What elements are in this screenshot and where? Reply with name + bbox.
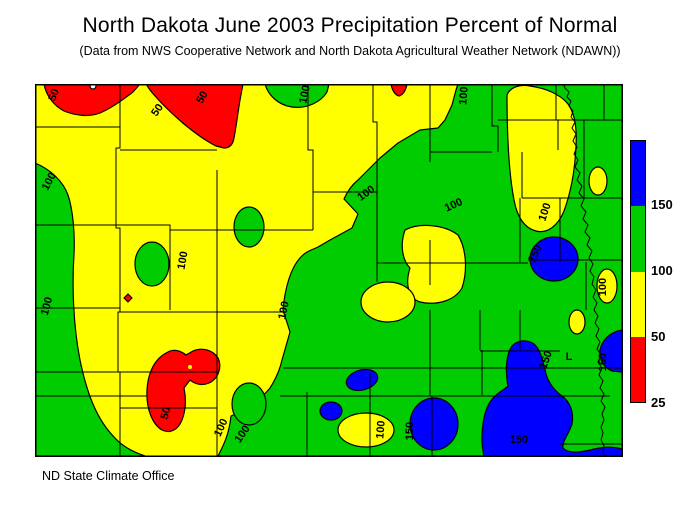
legend-colorbar [630, 140, 646, 403]
map-fill-blue-south-central [409, 397, 459, 451]
map-subtitle: (Data from NWS Cooperative Network and N… [79, 44, 621, 58]
map-title: North Dakota June 2003 Precipitation Per… [82, 14, 618, 37]
map-fill-red-northwest [43, 83, 141, 117]
map-fill-blue-east-edge [599, 329, 623, 373]
contour-label-50: 50 [194, 89, 211, 106]
map-fill-yellow-oval-ne [588, 166, 608, 196]
map-fill-green-oval-west [134, 241, 170, 287]
legend-swatch-red [631, 336, 645, 402]
contour-label-150: 150 [597, 353, 609, 371]
contour-label-100: 100 [297, 84, 313, 104]
map-fill-red-spike [390, 83, 408, 97]
legend-label-150: 150 [651, 197, 673, 212]
contour-label-150: 150 [404, 422, 416, 440]
contour-label-100: 100 [276, 300, 292, 320]
contour-label-50: 50 [149, 102, 166, 119]
contour-label-50: 50 [46, 87, 61, 103]
map-fill-yellow-blob-south [337, 412, 395, 448]
map-fill-yellow-oval-east [596, 268, 618, 304]
contour-label-100: 100 [457, 86, 471, 105]
low-marker-label: L [566, 351, 573, 363]
legend-label-25: 25 [651, 395, 666, 410]
credit-text: ND State Climate Office [42, 469, 175, 483]
contour-label-150: 150 [537, 349, 555, 370]
map-fill-yellow-spot-east [568, 309, 586, 335]
map-fill-green-oval-south [231, 382, 267, 426]
map-fill-yellow-island-center2 [360, 281, 416, 323]
contour-label-100: 100 [176, 250, 191, 270]
map-yellow-hole [188, 365, 192, 369]
map-fill-green-top-blob [264, 83, 330, 108]
map-border [35, 84, 623, 457]
contour-labels: 50 50 50 100 100 100 100 100 100 100 100… [39, 84, 609, 446]
state-border-east [562, 83, 606, 457]
legend-swatch-green [631, 206, 645, 272]
contour-label-150: 150 [510, 434, 528, 446]
contour-label-100: 100 [537, 201, 554, 222]
map-fill-yellow-kidney-ne [506, 84, 577, 233]
legend-swatch-yellow [631, 271, 645, 337]
map-fill-red-north-center [145, 83, 244, 149]
contour-label-100: 100 [597, 278, 609, 296]
north-dakota-map: 50 50 50 100 100 100 100 100 100 100 100… [34, 82, 623, 457]
map-fill-red-south-central [146, 348, 221, 433]
map-fill-green-oval-center [233, 206, 265, 248]
map-fill-blue-east-oval [529, 236, 579, 282]
map-fill-yellow-island-center [401, 224, 467, 304]
map-canvas: 50 50 50 100 100 100 100 100 100 100 100… [34, 82, 623, 457]
legend-swatch-blue [631, 141, 645, 207]
map-fill-blue-southeast [481, 340, 623, 457]
map-fill-red-dot [123, 293, 133, 303]
contour-label-100: 100 [39, 296, 55, 317]
contour-label-50: 50 [159, 406, 174, 421]
legend-label-100: 100 [651, 263, 673, 278]
county-boundaries [35, 84, 622, 456]
contour-label-100: 100 [374, 420, 388, 439]
legend-label-50: 50 [651, 329, 666, 344]
map-fill-blue-spot-2 [319, 401, 343, 421]
